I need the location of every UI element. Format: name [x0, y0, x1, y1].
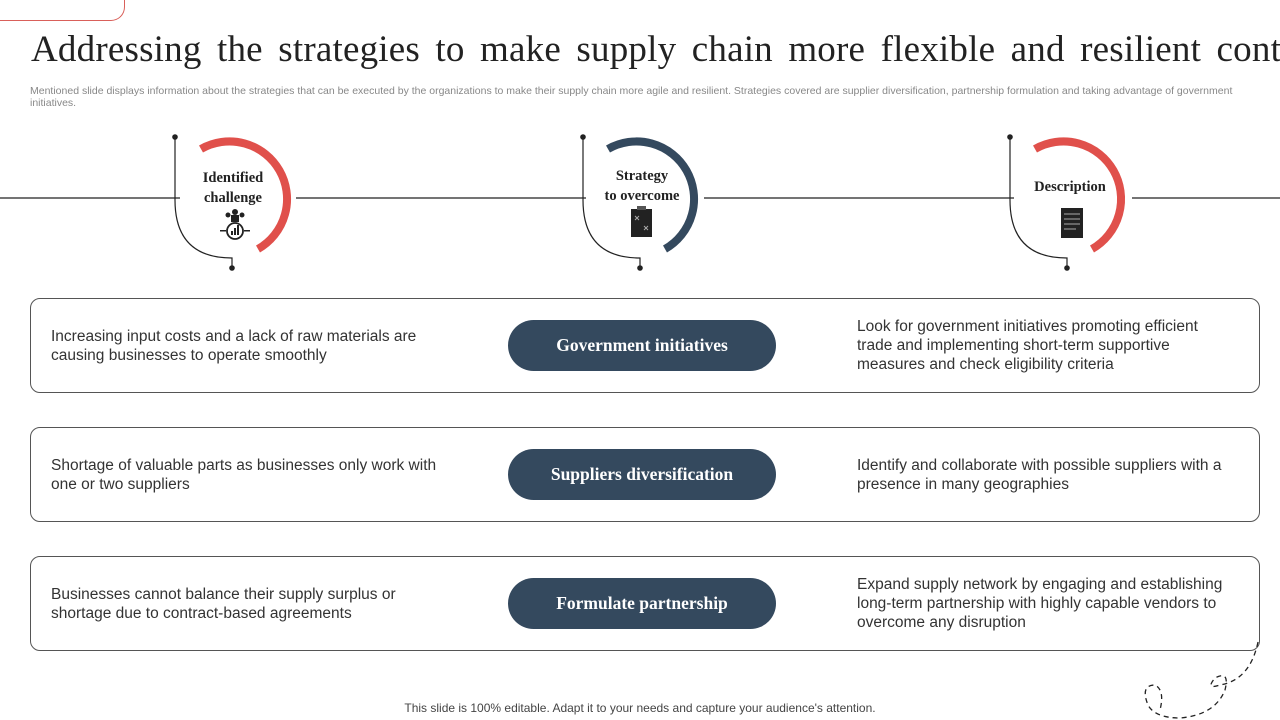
- dashed-doodle-decoration: [1144, 641, 1259, 719]
- header-identified-challenge: Identified challenge: [183, 168, 283, 208]
- page-title: Addressing the strategies to make supply…: [31, 29, 1280, 70]
- team-chart-icon: [220, 209, 250, 240]
- description-text: Look for government initiatives promotin…: [857, 318, 1198, 373]
- corner-decoration: [0, 0, 125, 21]
- ring-arc-challenge: [199, 137, 292, 253]
- header-label: to overcome: [604, 188, 680, 204]
- ring-arc-strategy: [606, 137, 699, 253]
- footer-note: This slide is 100% editable. Adapt it to…: [404, 701, 876, 715]
- challenge-text: Shortage of valuable parts as businesses…: [51, 456, 437, 493]
- description-text: Identify and collaborate with possible s…: [857, 456, 1222, 493]
- strategy-clipboard-icon: [631, 206, 652, 237]
- strategy-row: Increasing input costs and a lack of raw…: [30, 298, 1260, 393]
- header-strategy: Strategy to overcome: [590, 166, 694, 206]
- challenge-text: Businesses cannot balance their supply s…: [51, 585, 396, 622]
- header-description: Description: [1020, 177, 1120, 197]
- ring-arc-description: [1033, 137, 1126, 253]
- header-label: Identified: [202, 170, 264, 186]
- strategy-row: Businesses cannot balance their supply s…: [30, 556, 1260, 651]
- challenge-text: Increasing input costs and a lack of raw…: [51, 327, 417, 364]
- strategy-pill: Suppliers diversification: [508, 449, 776, 500]
- header-graphic: [0, 134, 1280, 271]
- document-icon: [1061, 208, 1083, 238]
- strategy-pill: Formulate partnership: [508, 578, 776, 629]
- header-label: Description: [1034, 179, 1106, 195]
- strategy-pill: Government initiatives: [508, 320, 776, 371]
- page-subtitle: Mentioned slide displays information abo…: [30, 85, 1233, 109]
- header-label: challenge: [204, 190, 262, 206]
- strategy-row: Shortage of valuable parts as businesses…: [30, 427, 1260, 522]
- description-text: Expand supply network by engaging and es…: [857, 576, 1223, 631]
- header-label: Strategy: [615, 168, 669, 184]
